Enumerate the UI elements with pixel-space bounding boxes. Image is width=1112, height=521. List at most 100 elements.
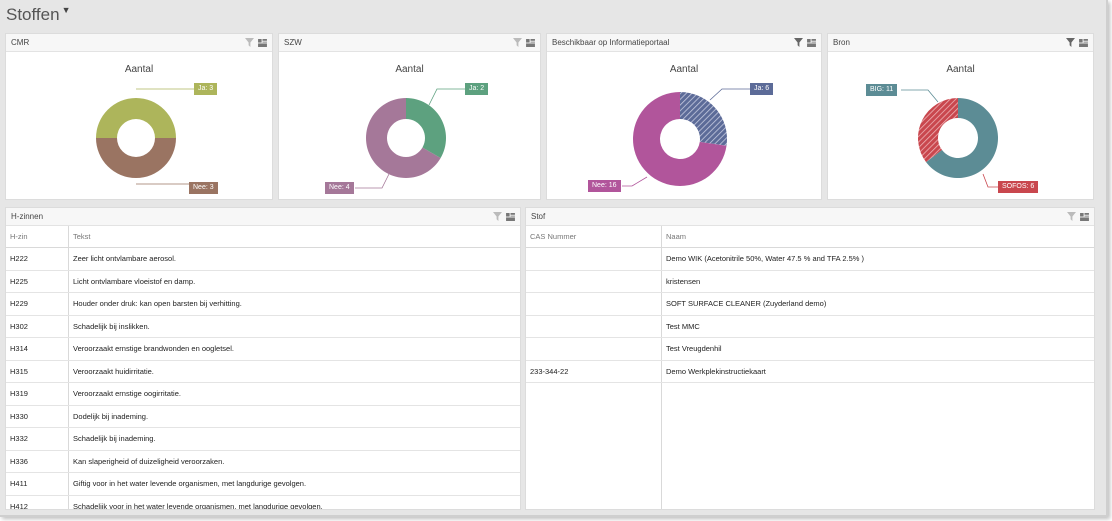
column-header-naam[interactable]: Naam (661, 226, 1094, 248)
table-row[interactable]: H412 Schadelijk voor in het water levende… (6, 495, 520, 509)
cell-text: SOFT SURFACE CLEANER (Zuyderland demo) (661, 292, 1094, 316)
cell-code (526, 292, 662, 316)
panel-header: SZW (279, 34, 540, 52)
cell-code (526, 315, 662, 338)
filter-icon[interactable] (493, 212, 502, 221)
cell-text: Veroorzaakt ernstige brandwonden en oogl… (68, 337, 520, 361)
table-row[interactable]: Test Vreugdenhil (526, 337, 1094, 361)
data-label-nee: Nee: 4 (325, 182, 354, 194)
table-row[interactable]: Demo WIK (Acetonitrile 50%, Water 47.5 %… (526, 247, 1094, 271)
donut-slice-sofos[interactable] (918, 98, 958, 163)
panel-title: Beschikbaar op Informatieportaal (552, 38, 670, 47)
cell-code: H319 (6, 382, 69, 406)
layout-grid-icon[interactable] (807, 38, 816, 47)
cell-code: H315 (6, 360, 69, 383)
donut-slice-nee[interactable] (633, 92, 727, 186)
cell-code (526, 247, 662, 271)
cell-text: Schadelijk voor in het water levende org… (68, 495, 520, 509)
panel-szw: SZW Aantal Ja: 2 Nee: 4 (278, 33, 541, 200)
layout-grid-icon[interactable] (258, 38, 267, 47)
cell-code: 233-344-22 (526, 360, 662, 383)
panel-bron: Bron Aantal BIG: 11 SOFOS: 6 (827, 33, 1094, 200)
table-row[interactable]: SOFT SURFACE CLEANER (Zuyderland demo) (526, 292, 1094, 316)
cell-text: Schadelijk bij inademing. (68, 427, 520, 451)
cell-code: H222 (6, 247, 69, 271)
filter-icon[interactable] (245, 38, 254, 47)
cell-text: Demo Werkplekinstructiekaart (661, 360, 1094, 383)
table-row[interactable]: H302 Schadelijk bij inslikken. (6, 315, 520, 338)
data-label-sofos: SOFOS: 6 (998, 181, 1039, 193)
table-row[interactable]: H225 Licht ontvlambare vloeistof en damp. (6, 270, 520, 293)
panel-header: Stof (526, 208, 1094, 226)
panel-header: H-zinnen (6, 208, 520, 226)
table-header-row: CAS Nummer Naam (526, 226, 1094, 248)
cell-text: Veroorzaakt huidirritatie. (68, 360, 520, 383)
data-label-ja: Ja: 6 (750, 83, 774, 95)
cell-code: H302 (6, 315, 69, 338)
filter-icon[interactable] (794, 38, 803, 47)
table-row[interactable]: 233-344-22 Demo Werkplekinstructiekaart (526, 360, 1094, 383)
panel-informatieportaal: Beschikbaar op Informatieportaal Aantal … (546, 33, 822, 200)
panel-title: Stof (531, 212, 546, 221)
panel-header: Beschikbaar op Informatieportaal (547, 34, 821, 52)
chart-title: Aantal (124, 64, 154, 75)
table-row[interactable]: H222 Zeer licht ontvlambare aerosol. (6, 247, 520, 271)
cell-code: H225 (6, 270, 69, 293)
filter-icon[interactable] (1066, 38, 1075, 47)
cell-text: Licht ontvlambare vloeistof en damp. (68, 270, 520, 293)
layout-grid-icon[interactable] (526, 38, 535, 47)
table-row[interactable]: H314 Veroorzaakt ernstige brandwonden en … (6, 337, 520, 361)
layout-grid-icon[interactable] (1080, 212, 1089, 221)
layout-grid-icon[interactable] (506, 212, 515, 221)
cell-code: H336 (6, 450, 69, 473)
cell-code: H332 (6, 427, 69, 451)
cell-text: Schadelijk bij inslikken. (68, 315, 520, 338)
cell-text: Dodelijk bij inademing. (68, 405, 520, 428)
cell-text: Veroorzaakt ernstige oogirritatie. (68, 382, 520, 406)
donut-slice-ja[interactable] (406, 98, 446, 158)
donut-slice-big[interactable] (926, 98, 998, 178)
table-filler-row (526, 382, 1094, 509)
table-row[interactable]: H332 Schadelijk bij inademing. (6, 427, 520, 451)
page-title[interactable]: Stoffen ▼ (6, 5, 71, 24)
cell-code (526, 337, 662, 361)
caret-down-icon[interactable]: ▼ (61, 5, 71, 15)
filter-icon[interactable] (513, 38, 522, 47)
column-header-hzin[interactable]: H-zin (6, 226, 69, 248)
panel-header: Bron (828, 34, 1093, 52)
layout-grid-icon[interactable] (1079, 38, 1088, 47)
panel-title: H-zinnen (11, 212, 44, 221)
cell-code: H330 (6, 405, 69, 428)
table-row[interactable]: Test MMC (526, 315, 1094, 338)
donut-slice-ja[interactable] (680, 92, 727, 146)
donut-slice-ja[interactable] (96, 97, 176, 138)
donut-slice-nee[interactable] (96, 138, 176, 179)
filter-icon[interactable] (1067, 212, 1076, 221)
panel-title: Bron (833, 38, 850, 47)
panel-cmr: CMR Aantal Ja: 3 Nee: 3 (5, 33, 273, 200)
cell-code: H412 (6, 495, 69, 509)
cell-text: Kan slaperigheid of duizeligheid veroorz… (68, 450, 520, 473)
donut-chart-szw (355, 88, 465, 189)
cell-text: kristensen (661, 270, 1094, 293)
donut-slice-nee[interactable] (366, 98, 441, 178)
table-row[interactable]: H411 Giftig voor in het water levende org… (6, 472, 520, 496)
column-header-cas[interactable]: CAS Nummer (526, 226, 662, 248)
column-header-tekst[interactable]: Tekst (68, 226, 520, 248)
cell-code: H229 (6, 292, 69, 316)
panel-stof: Stof CAS Nummer Naam Demo WIK (Acetonitr… (525, 207, 1095, 510)
table-row[interactable]: H315 Veroorzaakt huidirritatie. (6, 360, 520, 383)
table-row[interactable]: H319 Veroorzaakt ernstige oogirritatie. (6, 382, 520, 406)
chart-title: Aantal (669, 64, 699, 75)
table-row[interactable]: kristensen (526, 270, 1094, 293)
donut-chart-cmr (96, 88, 194, 185)
cell-text: Zeer licht ontvlambare aerosol. (68, 247, 520, 271)
chart-title: Aantal (946, 64, 975, 75)
chart-title: Aantal (395, 64, 424, 75)
table-row[interactable]: H229 Houder onder druk: kan open barsten … (6, 292, 520, 316)
table-row[interactable]: H336 Kan slaperigheid of duizeligheid ver… (6, 450, 520, 473)
panel-header: CMR (6, 34, 272, 52)
data-label-nee: Nee: 16 (588, 180, 621, 192)
table-row[interactable]: H330 Dodelijk bij inademing. (6, 405, 520, 428)
donut-chart-bron (901, 89, 998, 188)
